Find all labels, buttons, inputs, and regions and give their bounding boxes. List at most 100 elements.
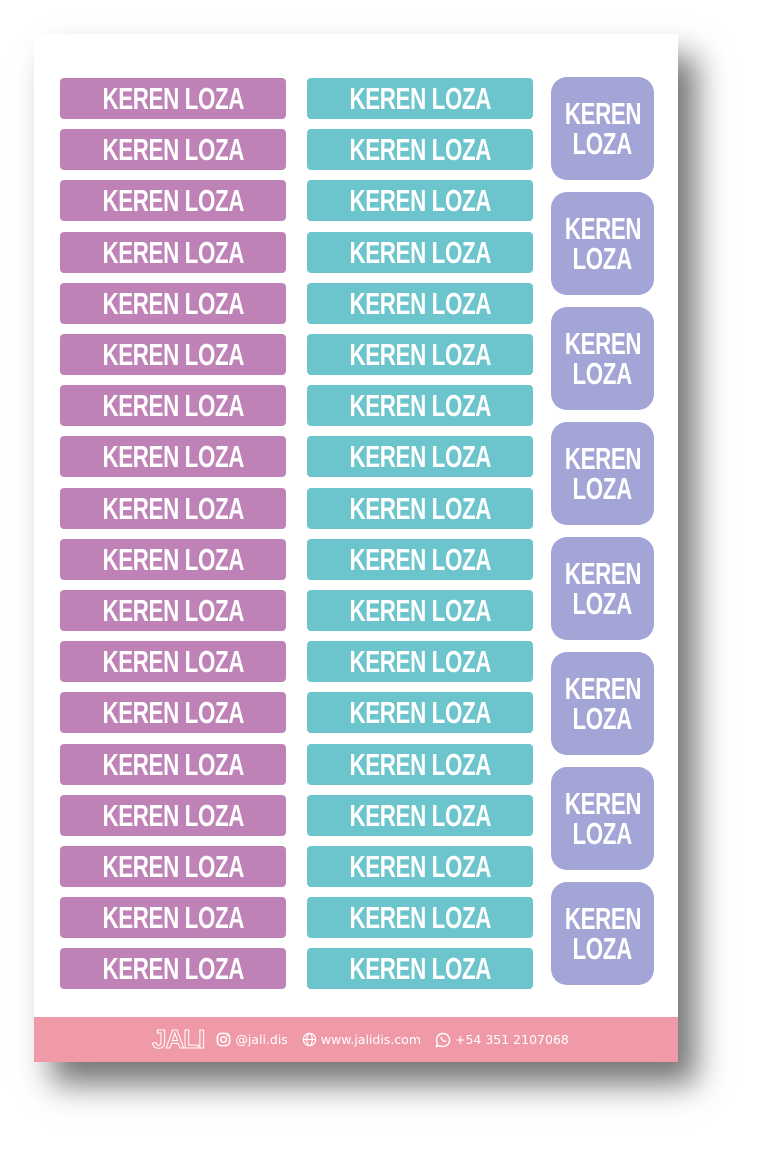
label-text: KEREN LOZA <box>102 439 244 475</box>
label-text: KEREN LOZA <box>102 797 244 833</box>
square-name-label: KEREN LOZA <box>551 192 654 295</box>
name-label: KEREN LOZA <box>307 794 533 836</box>
label-text: KEREN <box>564 325 641 361</box>
name-label: KEREN LOZA <box>307 743 533 785</box>
label-text: KEREN LOZA <box>102 644 244 680</box>
website: www.jalidis.com <box>302 1032 421 1047</box>
label-text: KEREN <box>564 900 641 936</box>
name-label: KEREN LOZA <box>60 436 286 478</box>
label-text: KEREN LOZA <box>349 285 491 321</box>
name-label: KEREN LOZA <box>60 487 286 529</box>
instagram-text: @jali.dis <box>235 1032 288 1047</box>
name-label: KEREN LOZA <box>60 385 286 427</box>
label-text: KEREN LOZA <box>102 132 244 168</box>
label-text: KEREN LOZA <box>349 951 491 987</box>
label-text: KEREN LOZA <box>102 951 244 987</box>
label-text: KEREN LOZA <box>349 439 491 475</box>
label-text: KEREN LOZA <box>102 900 244 936</box>
name-label: KEREN LOZA <box>60 538 286 580</box>
jali-logo: JALI <box>151 1024 205 1055</box>
label-text: KEREN LOZA <box>102 593 244 628</box>
whatsapp-number: +54 351 2107068 <box>435 1032 569 1048</box>
name-label: KEREN LOZA <box>60 590 286 631</box>
label-text: KEREN LOZA <box>349 388 491 424</box>
name-label: KEREN LOZA <box>307 436 533 478</box>
name-label: KEREN LOZA <box>307 538 533 580</box>
label-text: LOZA <box>572 700 633 736</box>
label-text: KEREN LOZA <box>349 695 491 731</box>
label-text: KEREN LOZA <box>349 490 491 526</box>
label-text: LOZA <box>572 470 633 506</box>
label-text: KEREN LOZA <box>349 132 491 168</box>
whatsapp-text: +54 351 2107068 <box>455 1032 569 1047</box>
label-text: KEREN LOZA <box>349 746 491 782</box>
name-label: KEREN LOZA <box>60 692 286 734</box>
label-text: KEREN LOZA <box>349 337 491 372</box>
label-text: KEREN <box>564 555 641 591</box>
name-label: KEREN LOZA <box>307 180 533 222</box>
name-label: KEREN LOZA <box>307 641 533 683</box>
label-text: KEREN <box>564 670 641 706</box>
label-text: LOZA <box>572 240 633 276</box>
globe-icon <box>302 1032 317 1047</box>
label-text: KEREN LOZA <box>349 900 491 936</box>
website-text: www.jalidis.com <box>320 1032 421 1047</box>
name-label: KEREN LOZA <box>307 487 533 529</box>
label-text: KEREN LOZA <box>349 183 491 219</box>
name-label: KEREN LOZA <box>60 897 286 939</box>
name-label: KEREN LOZA <box>60 794 286 836</box>
label-text: KEREN LOZA <box>102 541 244 577</box>
label-text: KEREN LOZA <box>349 541 491 577</box>
label-text: LOZA <box>572 815 633 851</box>
square-name-label: KEREN LOZA <box>551 307 654 410</box>
name-label: KEREN LOZA <box>307 897 533 939</box>
label-text: KEREN LOZA <box>102 849 244 884</box>
name-label: KEREN LOZA <box>60 641 286 683</box>
label-text: KEREN LOZA <box>349 81 491 116</box>
name-label: KEREN LOZA <box>307 590 533 631</box>
label-text: KEREN LOZA <box>349 849 491 884</box>
label-text: KEREN LOZA <box>102 746 244 782</box>
label-text: KEREN LOZA <box>349 593 491 628</box>
name-label: KEREN LOZA <box>307 282 533 324</box>
name-label: KEREN LOZA <box>60 129 286 171</box>
square-name-label: KEREN LOZA <box>551 422 654 525</box>
label-text: KEREN LOZA <box>102 337 244 372</box>
name-label: KEREN LOZA <box>307 334 533 375</box>
name-label: KEREN LOZA <box>60 282 286 324</box>
label-text: KEREN <box>564 440 641 476</box>
label-text: KEREN LOZA <box>349 644 491 680</box>
footer-bar: JALI @jali.dis www.jalidis.com +54 351 2… <box>34 1017 678 1062</box>
label-text: KEREN LOZA <box>102 490 244 526</box>
name-label: KEREN LOZA <box>307 692 533 734</box>
square-name-label: KEREN LOZA <box>551 77 654 180</box>
name-label: KEREN LOZA <box>307 231 533 273</box>
name-label: KEREN LOZA <box>60 743 286 785</box>
label-text: LOZA <box>572 930 633 966</box>
whatsapp-icon <box>435 1032 451 1048</box>
label-text: KEREN LOZA <box>102 183 244 219</box>
name-label: KEREN LOZA <box>307 385 533 427</box>
square-name-label: KEREN LOZA <box>551 652 654 755</box>
name-label: KEREN LOZA <box>307 78 533 119</box>
label-text: KEREN LOZA <box>102 285 244 321</box>
instagram-handle: @jali.dis <box>216 1032 288 1047</box>
label-text: KEREN LOZA <box>102 234 244 270</box>
label-text: KEREN LOZA <box>102 388 244 424</box>
name-label: KEREN LOZA <box>307 948 533 990</box>
name-label: KEREN LOZA <box>307 846 533 887</box>
name-label: KEREN LOZA <box>60 180 286 222</box>
name-label: KEREN LOZA <box>60 846 286 887</box>
sticker-sheet: KEREN LOZA KEREN LOZA KEREN LOZA KEREN LOZA… <box>34 34 678 1062</box>
name-label: KEREN LOZA <box>60 334 286 375</box>
name-label: KEREN LOZA <box>307 129 533 171</box>
label-text: LOZA <box>572 355 633 391</box>
label-text: KEREN LOZA <box>349 797 491 833</box>
name-label: KEREN LOZA <box>60 78 286 119</box>
square-name-label: KEREN LOZA <box>551 767 654 870</box>
label-text: KEREN <box>564 95 641 131</box>
label-text: KEREN <box>564 210 641 246</box>
label-text: KEREN LOZA <box>102 695 244 731</box>
label-text: LOZA <box>572 125 633 161</box>
name-label: KEREN LOZA <box>60 231 286 273</box>
